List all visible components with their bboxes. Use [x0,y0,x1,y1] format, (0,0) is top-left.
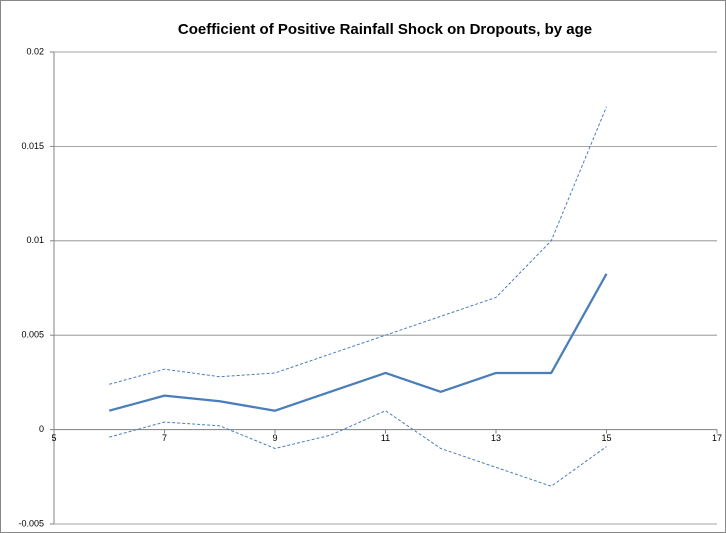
x-tick-label: 13 [491,433,501,443]
chart-title: Coefficient of Positive Rainfall Shock o… [178,21,592,38]
y-tick-label: 0 [39,424,44,434]
y-tick-label: -0.005 [18,518,44,528]
x-tick-label: 5 [51,433,56,443]
x-tick-label: 9 [272,433,277,443]
x-tick-label: 11 [381,433,390,443]
y-tick-label: 0.02 [26,46,44,56]
x-tick-label: 17 [712,433,722,443]
band-line [109,106,607,385]
x-tick-label: 7 [162,433,167,443]
y-tick-label: 0.015 [21,141,44,151]
x-tick-label: 15 [601,433,611,443]
y-tick-label: 0.01 [26,235,44,245]
series-line [108,273,608,412]
y-tick-label: 0.005 [21,330,44,340]
